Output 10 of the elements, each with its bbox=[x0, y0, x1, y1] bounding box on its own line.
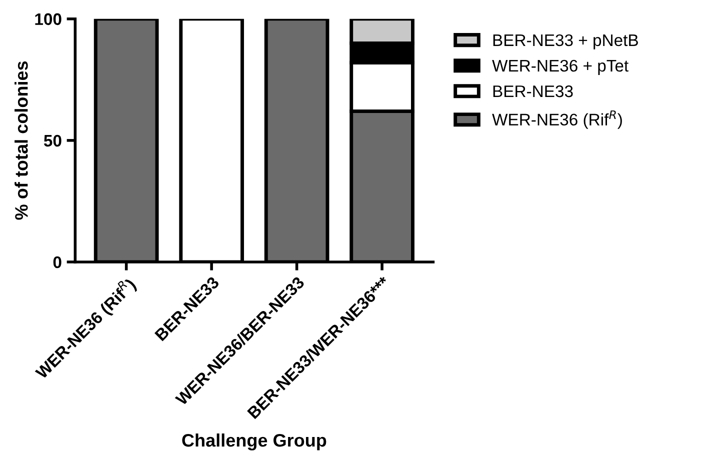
y-tick-label: 0 bbox=[53, 256, 62, 268]
legend-label: BER-NE33 + pNetB bbox=[493, 34, 638, 50]
legend-label: WER-NE36 (Rif$^{R}$) bbox=[492, 110, 622, 129]
y-tick-label: 50 bbox=[44, 134, 62, 147]
legend-label: WER-NE36 + pTet bbox=[492, 60, 628, 75]
y-axis-title: % of total colonies bbox=[14, 61, 28, 220]
x-axis-title: Challenge Group bbox=[182, 433, 326, 450]
legend-label: BER-NE33 bbox=[493, 85, 573, 98]
y-tick-label: 100 bbox=[35, 13, 62, 26]
x-tick-label: WER-NE36 (Rif$^{R}$) bbox=[32, 276, 139, 382]
